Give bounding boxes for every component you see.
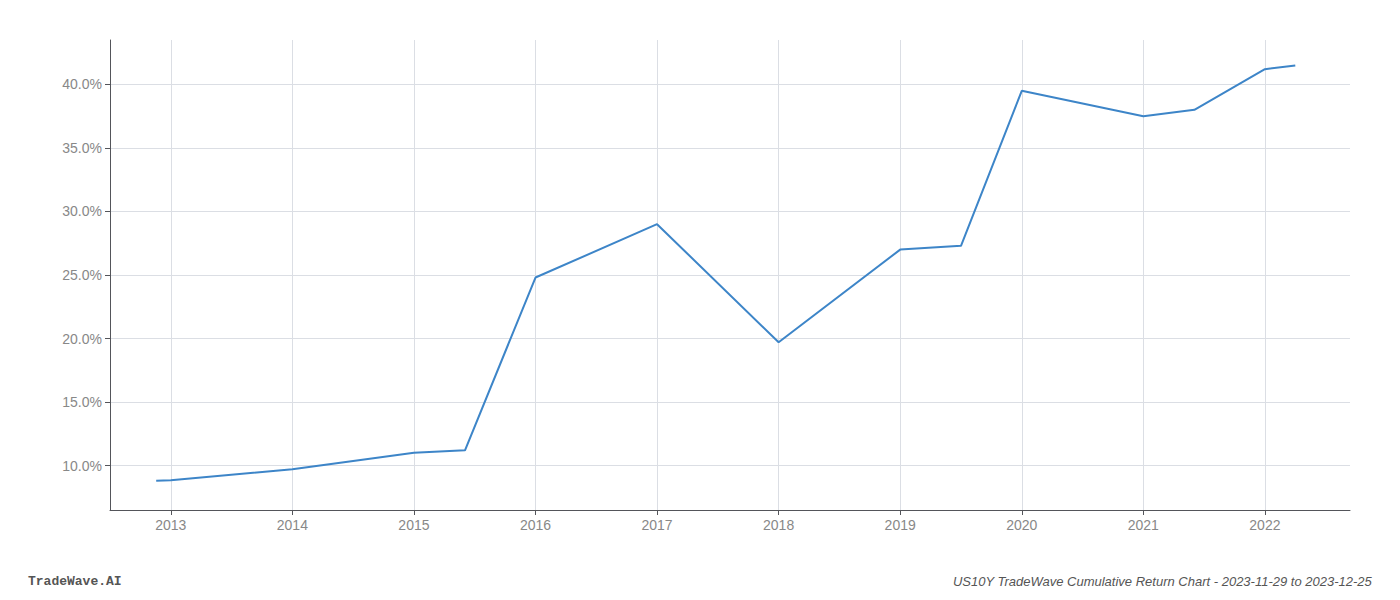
svg-text:2016: 2016 (520, 517, 551, 533)
svg-text:10.0%: 10.0% (62, 458, 102, 474)
svg-text:40.0%: 40.0% (62, 76, 102, 92)
svg-text:15.0%: 15.0% (62, 394, 102, 410)
svg-text:25.0%: 25.0% (62, 267, 102, 283)
svg-text:2014: 2014 (277, 517, 308, 533)
svg-text:TradeWave.AI: TradeWave.AI (28, 574, 122, 589)
svg-text:20.0%: 20.0% (62, 331, 102, 347)
svg-text:35.0%: 35.0% (62, 140, 102, 156)
svg-text:2019: 2019 (885, 517, 916, 533)
svg-text:2015: 2015 (398, 517, 429, 533)
svg-text:US10Y TradeWave Cumulative Ret: US10Y TradeWave Cumulative Return Chart … (953, 574, 1373, 589)
svg-text:2013: 2013 (155, 517, 186, 533)
svg-text:30.0%: 30.0% (62, 203, 102, 219)
svg-text:2021: 2021 (1128, 517, 1159, 533)
svg-text:2022: 2022 (1249, 517, 1280, 533)
svg-text:2018: 2018 (763, 517, 794, 533)
svg-text:2020: 2020 (1006, 517, 1037, 533)
svg-text:2017: 2017 (641, 517, 672, 533)
